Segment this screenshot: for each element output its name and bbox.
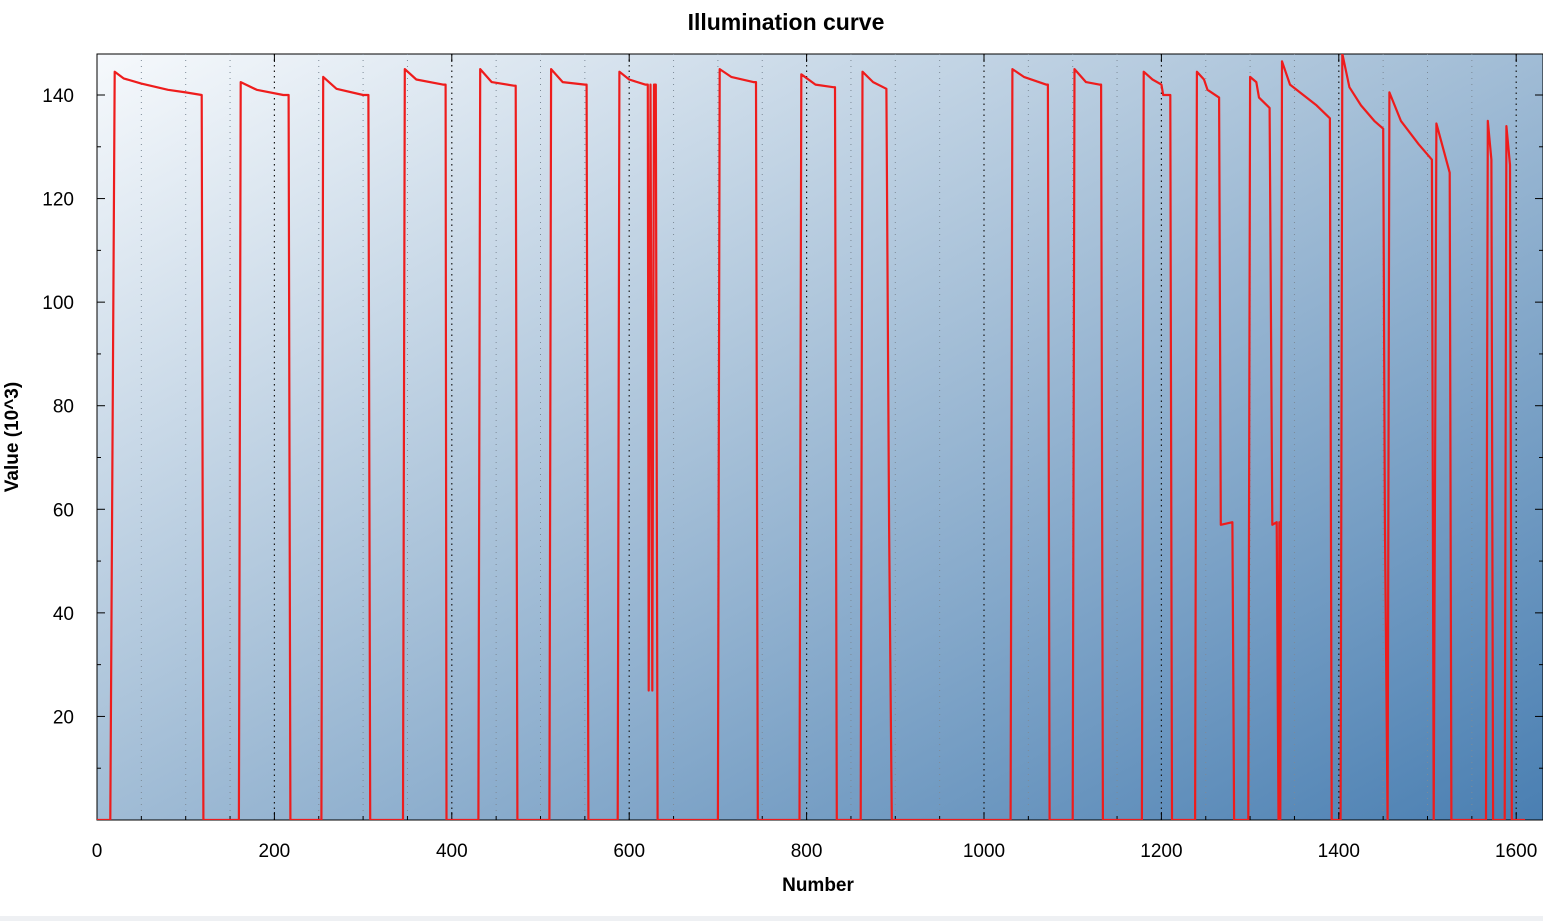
- y-tick-label: 80: [53, 397, 74, 418]
- x-tick-label: 1000: [963, 841, 1005, 862]
- y-axis-label: Value (10^3): [2, 382, 23, 492]
- y-tick-label: 120: [42, 190, 74, 211]
- grid-lines: [140, 54, 1517, 820]
- y-tick-label: 60: [53, 500, 74, 521]
- bottom-strip: [0, 916, 1543, 921]
- y-tick-label: 20: [53, 707, 74, 728]
- x-tick-label: 1200: [1140, 841, 1182, 862]
- x-tick-label: 0: [92, 841, 103, 862]
- y-tick-label: 40: [53, 604, 74, 625]
- x-tick-label: 200: [259, 841, 291, 862]
- plot-area: [96, 53, 1543, 821]
- x-tick-label: 400: [436, 841, 468, 862]
- x-tick-label: 1400: [1318, 841, 1360, 862]
- chart-title: Illumination curve: [688, 9, 885, 35]
- axis-ticks: 0 200 400 600 800 1000 1200 1400 1600 20 40 60 80 100…: [42, 54, 1543, 862]
- x-tick-label: 1600: [1495, 841, 1537, 862]
- y-tick-label: 140: [42, 86, 74, 107]
- series-line: [97, 54, 1526, 820]
- x-axis-label: Number: [782, 875, 854, 896]
- series-layer: [97, 54, 1526, 820]
- y-tick-label: 100: [42, 293, 74, 314]
- x-tick-label: 800: [791, 841, 823, 862]
- x-tick-label: 600: [613, 841, 645, 862]
